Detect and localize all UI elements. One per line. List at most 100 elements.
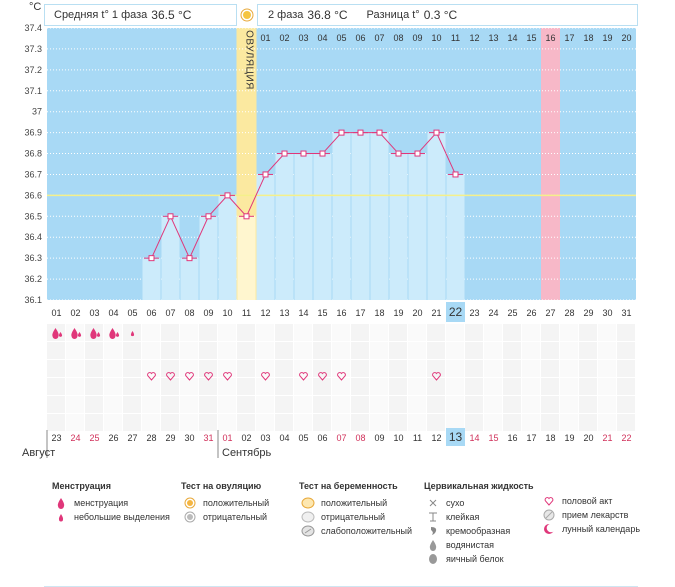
symbol-cell [617, 360, 635, 377]
y-tick-label: 37.3 [24, 44, 42, 54]
symbol-cell [541, 324, 559, 341]
temp-point [300, 150, 307, 157]
top-day-label: 19 [602, 33, 612, 43]
calendar-date-label: 31 [203, 433, 213, 443]
calendar-date-label: 22 [621, 433, 631, 443]
cycle-day-label: 03 [89, 308, 99, 318]
cycle-day-label: 05 [127, 308, 137, 318]
symbol-cell [351, 378, 369, 395]
symbol-cell [484, 360, 502, 377]
ovulation-negative-icon [181, 511, 199, 523]
symbol-cell [180, 378, 198, 395]
symbol-cell [465, 360, 483, 377]
top-day-label: 17 [564, 33, 574, 43]
symbol-cell [47, 378, 65, 395]
top-day-label: 11 [451, 33, 460, 43]
symbol-cell [161, 342, 179, 359]
top-day-label: 09 [412, 33, 422, 43]
calendar-date-label: 12 [431, 433, 441, 443]
symbol-cell [408, 414, 426, 431]
calendar-date-label: 16 [507, 433, 517, 443]
heart-icon [432, 372, 441, 381]
y-tick-label: 37.1 [24, 86, 42, 96]
symbol-cell [294, 324, 312, 341]
symbol-cell [123, 396, 141, 413]
symbol-cell [66, 360, 84, 377]
symbol-cell [579, 342, 597, 359]
temp-point [148, 255, 155, 262]
heart-icon [223, 372, 232, 381]
symbol-cell [85, 378, 103, 395]
symbol-cell [237, 342, 255, 359]
symbol-cell [180, 360, 198, 377]
y-tick-label: 36.6 [24, 190, 42, 200]
symbol-cell [579, 396, 597, 413]
legend-pregnancy-title: Тест на беременность [299, 481, 398, 491]
legend-row: небольшие выделения [52, 510, 170, 524]
temp-bar [446, 174, 465, 300]
cycle-day-label: 06 [146, 308, 156, 318]
symbol-cell [465, 396, 483, 413]
calendar-date-label: 14 [469, 433, 479, 443]
symbol-cell [484, 378, 502, 395]
symbol-cell [427, 414, 445, 431]
symbol-cell [85, 396, 103, 413]
symbol-cell [256, 324, 274, 341]
symbol-cell [370, 324, 388, 341]
calendar-date-label: 04 [279, 433, 289, 443]
symbol-cell [389, 378, 407, 395]
symbol-cell [351, 360, 369, 377]
symbol-cell [47, 396, 65, 413]
symbol-cell [370, 378, 388, 395]
symbol-cell [598, 324, 616, 341]
calendar-date-label: 09 [374, 433, 384, 443]
legend-row: положительный [299, 496, 412, 510]
calendar-date-label: 28 [146, 433, 156, 443]
symbol-cell [104, 378, 122, 395]
temp-bar [218, 195, 237, 300]
symbol-cell [294, 378, 312, 395]
watery-icon [424, 539, 442, 551]
symbol-cell [256, 378, 274, 395]
symbol-cell [142, 396, 160, 413]
y-tick-label: 36.1 [24, 295, 42, 305]
symbol-cell [66, 396, 84, 413]
symbol-cell [123, 378, 141, 395]
calendar-date-label: 11 [413, 433, 422, 443]
cycle-day-label: 02 [70, 308, 80, 318]
top-day-label: 14 [507, 33, 517, 43]
symbol-cell [522, 342, 540, 359]
symbol-cell [218, 360, 236, 377]
heart-icon [147, 372, 156, 381]
symbol-cell [427, 342, 445, 359]
cycle-day-label: 22 [449, 305, 463, 319]
cycle-day-label: 24 [488, 308, 498, 318]
legend-ovulation-title: Тест на овуляцию [181, 481, 262, 491]
symbol-cell [66, 342, 84, 359]
symbol-cell [199, 324, 217, 341]
symbol-cell [199, 378, 217, 395]
symbol-cell [256, 396, 274, 413]
small-drop-icon [52, 511, 70, 523]
legend-row: лунный календарь [540, 522, 640, 536]
temp-point [262, 171, 269, 178]
menstruation-drop-icon [52, 328, 59, 339]
pregnancy-weak-icon [299, 525, 317, 537]
heart-icon [261, 372, 270, 381]
month-august: Август [22, 447, 56, 459]
temp-point [281, 150, 288, 157]
temp-bar [351, 132, 370, 300]
symbol-cell [560, 324, 578, 341]
cycle-day-label: 30 [602, 308, 612, 318]
symbol-cell [503, 360, 521, 377]
calendar-date-label: 24 [70, 433, 80, 443]
temp-bar [313, 153, 332, 300]
symbol-cell [522, 414, 540, 431]
temp-point [395, 150, 402, 157]
unit-label: °C [29, 1, 42, 13]
symbol-cell [237, 378, 255, 395]
symbol-cell [218, 396, 236, 413]
symbol-cell [218, 324, 236, 341]
dry-icon [424, 498, 442, 508]
heart-icon [185, 372, 194, 381]
